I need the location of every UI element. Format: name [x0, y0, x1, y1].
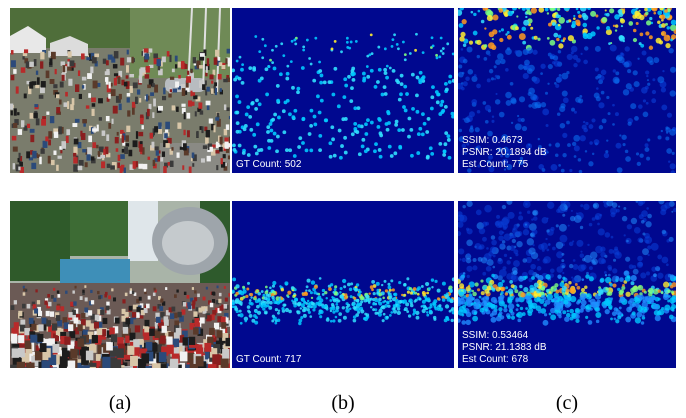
crowd-photo-plaza: [10, 8, 230, 173]
estimated-density-map-1: SSIM: 0.4673 PSNR: 20.1894 dB Est Count:…: [458, 8, 676, 173]
estimated-density-map-2: SSIM: 0.53464 PSNR: 21.1383 dB Est Count…: [458, 201, 676, 368]
caption-c: (c): [555, 392, 579, 414]
caption-b: (b): [331, 392, 355, 414]
psnr-label: PSNR: 21.1383 dB: [462, 342, 547, 353]
caption-a: (a): [108, 392, 132, 414]
estimate-metrics: SSIM: 0.53464 PSNR: 21.1383 dB Est Count…: [462, 330, 547, 366]
est-count-label: Est Count: 678: [462, 354, 529, 365]
estimate-metrics: SSIM: 0.4673 PSNR: 20.1894 dB Est Count:…: [462, 135, 547, 171]
gt-count-label: GT Count: 502: [236, 159, 302, 170]
psnr-label: PSNR: 20.1894 dB: [462, 147, 547, 158]
ssim-label: SSIM: 0.4673: [462, 135, 523, 146]
est-count-label: Est Count: 775: [462, 159, 529, 170]
ground-truth-density-map-2: GT Count: 717: [232, 201, 454, 368]
gt-count-label: GT Count: 717: [236, 354, 302, 365]
ground-truth-density-map-1: GT Count: 502: [232, 8, 454, 173]
crowd-photo-concert: [10, 201, 230, 368]
ssim-label: SSIM: 0.53464: [462, 330, 529, 341]
